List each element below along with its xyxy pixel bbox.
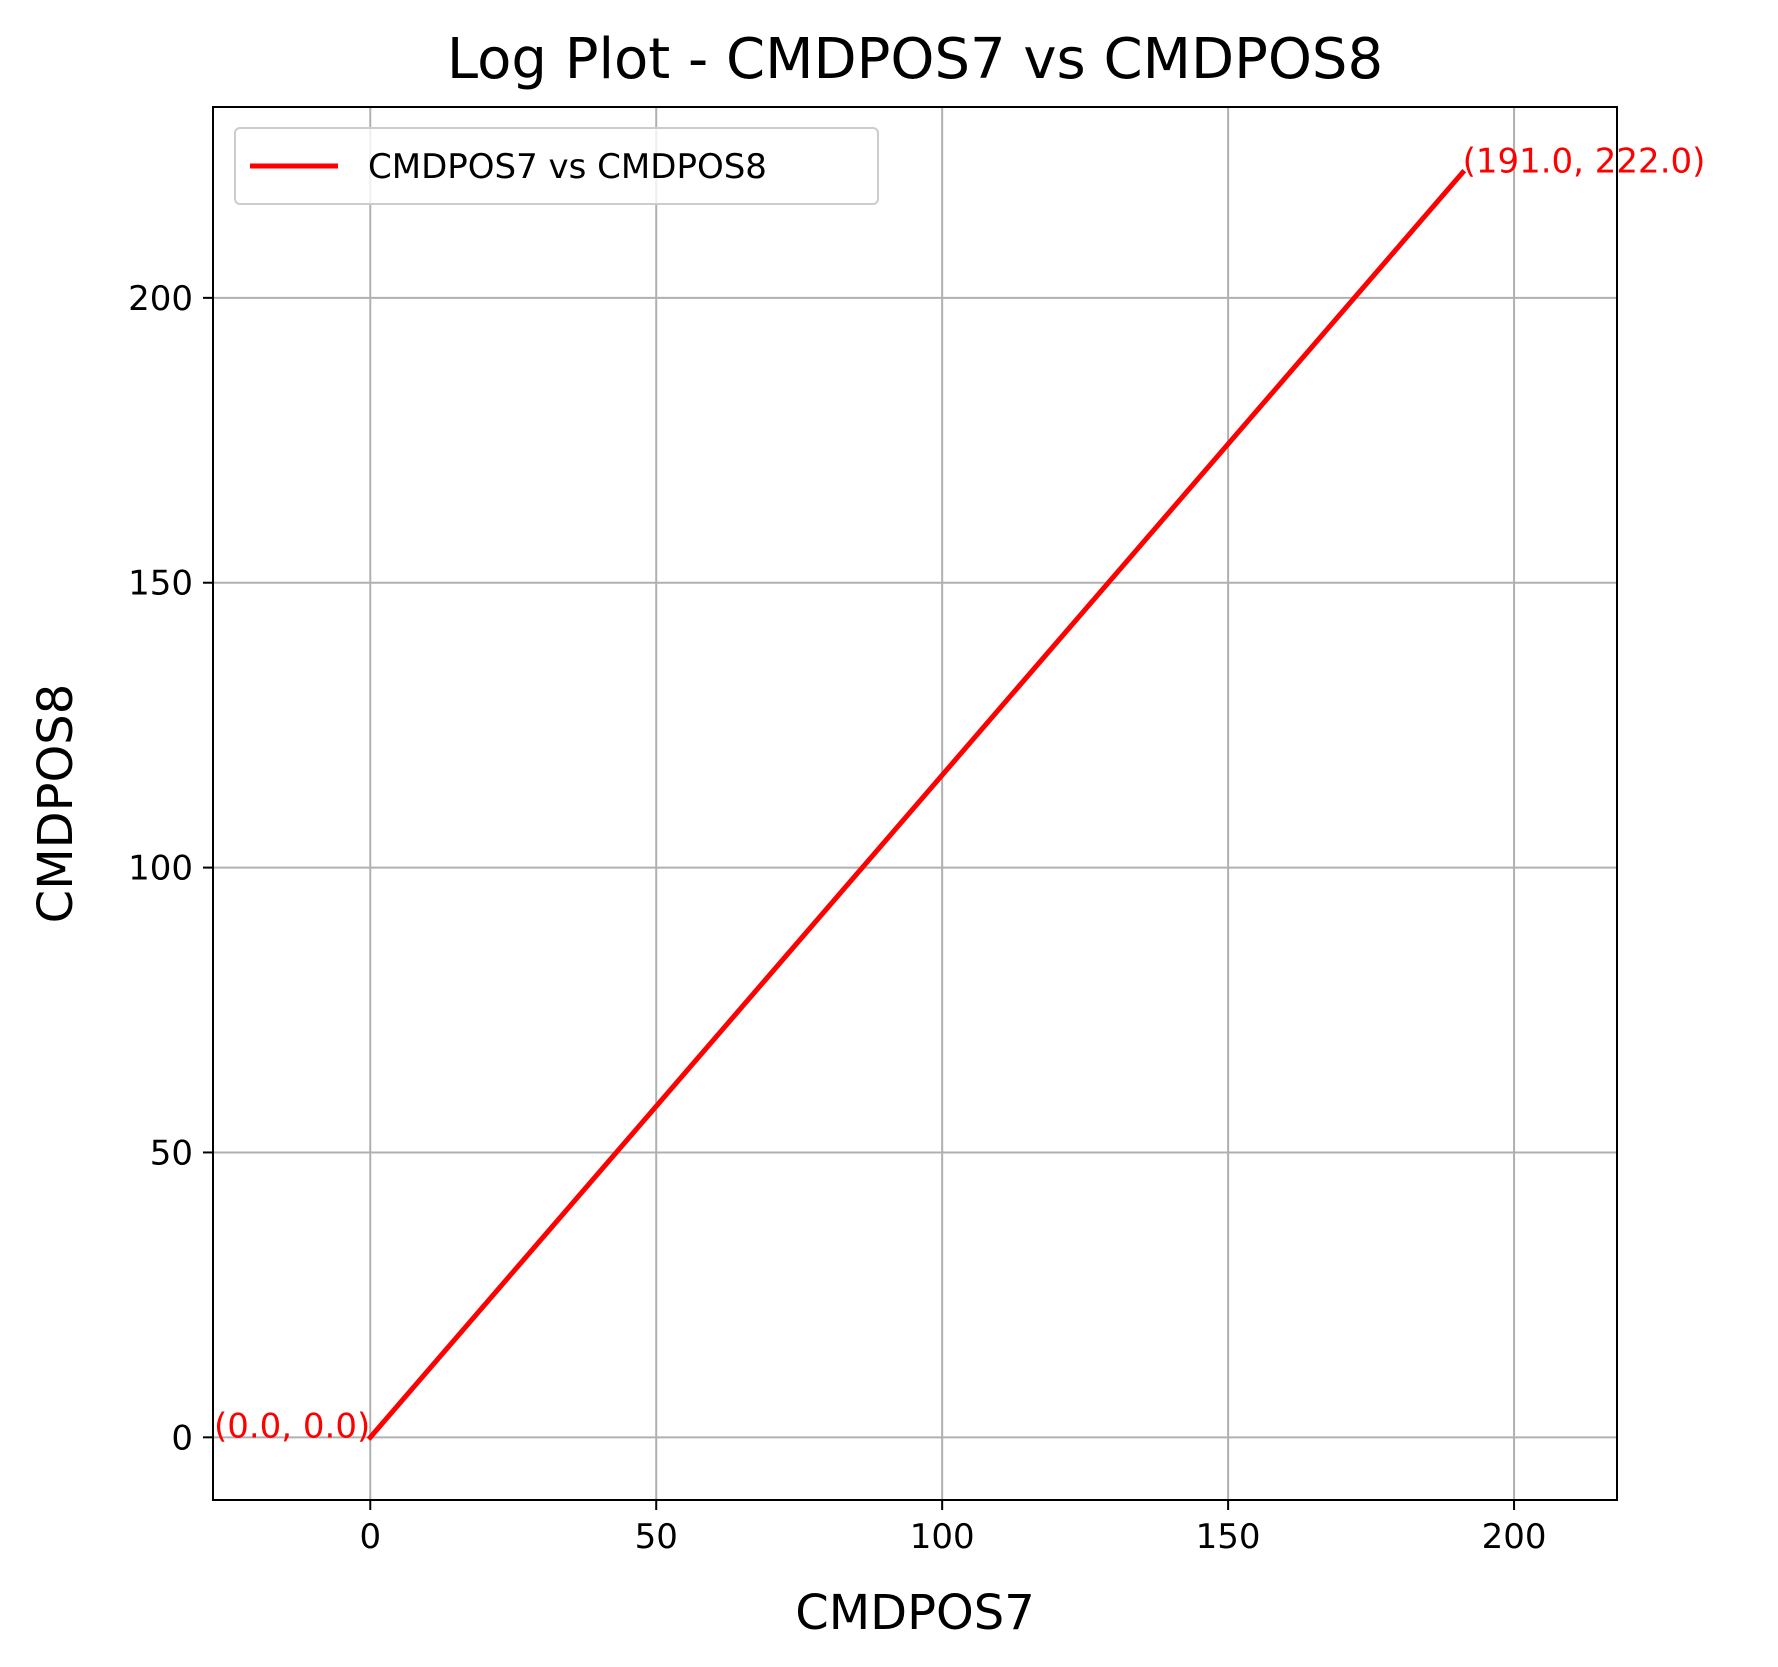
series-line (366, 168, 1467, 1441)
x-axis-label: CMDPOS7 (795, 1585, 1035, 1641)
axis-ticks: 0 50 100 150 200 0 50 100 150 200 (128, 279, 1546, 1557)
legend-entry-label: CMDPOS7 vs CMDPOS8 (368, 147, 767, 187)
y-axis-label: CMDPOS8 (28, 684, 84, 924)
y-tick-label: 50 (150, 1133, 193, 1173)
y-tick-label: 150 (128, 564, 193, 604)
annotations: (0.0, 0.0) (191.0, 222.0) (214, 142, 1705, 1447)
x-tick-label: 0 (359, 1517, 381, 1557)
x-tick-label: 150 (1196, 1517, 1261, 1557)
grid (213, 107, 1617, 1500)
x-tick-label: 100 (910, 1517, 975, 1557)
legend: CMDPOS7 vs CMDPOS8 (234, 127, 879, 205)
y-tick-label: 100 (128, 849, 193, 889)
data-point-annotation: (191.0, 222.0) (1463, 142, 1706, 182)
x-tick-label: 200 (1482, 1517, 1547, 1557)
series-layer (366, 168, 1467, 1441)
data-point-annotation: (0.0, 0.0) (214, 1406, 370, 1446)
chart-title: Log Plot - CMDPOS7 vs CMDPOS8 (447, 27, 1383, 92)
y-tick-label: 200 (128, 279, 193, 319)
legend-box (234, 127, 879, 205)
plot-frame (212, 106, 1618, 1501)
y-tick-label: 0 (171, 1418, 193, 1458)
x-tick-label: 50 (635, 1517, 678, 1557)
